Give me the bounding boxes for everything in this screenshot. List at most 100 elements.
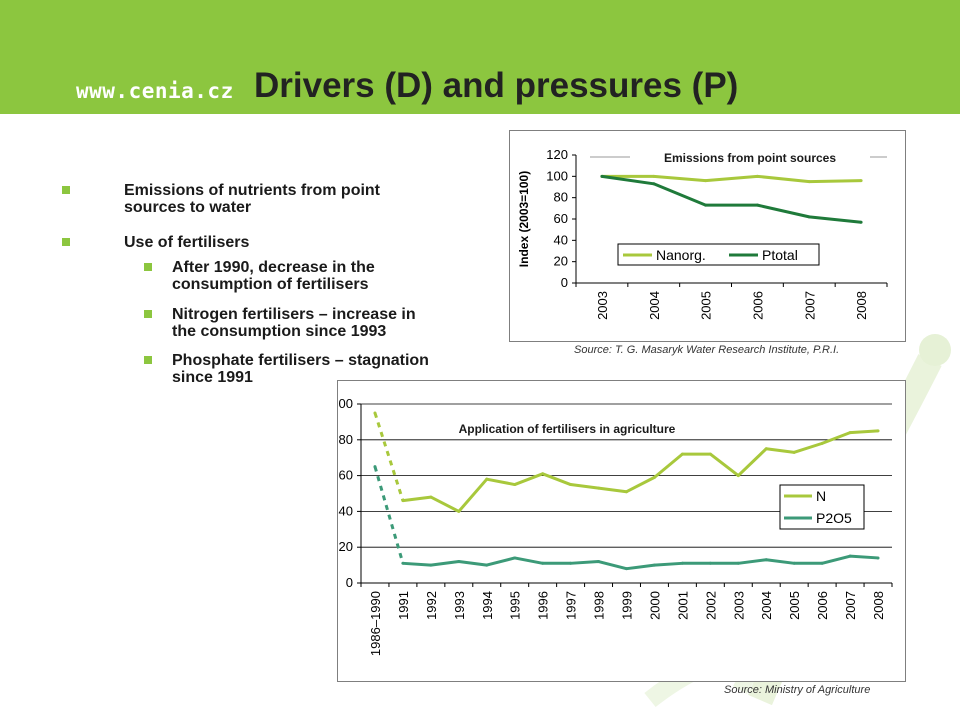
data-point	[764, 447, 768, 451]
x-tick-label: 1986–1990	[368, 591, 383, 656]
data-point	[625, 567, 628, 571]
x-tick-label: 1994	[480, 591, 495, 620]
x-tick-label: 1997	[564, 591, 579, 620]
x-tick-label: 2000	[647, 591, 662, 620]
y-axis-label: Index (2003=100)	[517, 171, 531, 267]
x-tick-label: 2007	[802, 291, 817, 320]
data-point	[708, 561, 712, 565]
sub-bullet-text: since 1991	[172, 369, 253, 386]
y-tick-label: 60	[554, 211, 568, 226]
data-point	[429, 495, 433, 499]
data-point	[541, 561, 545, 565]
series-line-n	[402, 429, 879, 513]
data-point	[429, 563, 433, 567]
x-tick-label: 1993	[452, 591, 467, 620]
x-tick-label: 2007	[843, 591, 858, 620]
bullet-text: sources to water	[124, 199, 252, 216]
data-point	[876, 429, 880, 433]
data-point	[792, 561, 796, 565]
data-point	[820, 561, 824, 565]
bullet-square-icon	[62, 186, 70, 194]
data-point	[401, 499, 405, 503]
y-tick-label: 0	[346, 575, 353, 590]
data-point	[652, 174, 656, 178]
data-point	[485, 477, 489, 481]
chart-title: Application of fertilisers in agricultur…	[459, 422, 676, 436]
x-tick-label: 2003	[595, 291, 610, 320]
legend-label: Ptotal	[762, 247, 798, 263]
data-point	[820, 441, 824, 445]
data-point	[373, 411, 377, 415]
chart-fertilisers-source: Source: Ministry of Agriculture	[724, 684, 871, 696]
bullet-square-icon	[144, 310, 152, 318]
y-tick-label: 20	[554, 254, 568, 269]
x-tick-label: 2003	[731, 591, 746, 620]
x-tick-label: 2008	[871, 591, 886, 620]
x-tick-label: 2005	[699, 291, 714, 320]
data-point	[513, 483, 517, 487]
x-tick-label: 1991	[396, 591, 411, 620]
data-point	[848, 554, 852, 558]
data-point	[704, 203, 708, 207]
sub-bullet-text: Phosphate fertilisers – stagnation	[172, 352, 429, 369]
x-tick-label: 2004	[647, 291, 662, 320]
data-point	[680, 452, 684, 456]
sub-bullet-text: After 1990, decrease in the	[172, 259, 375, 276]
data-point	[541, 472, 545, 476]
data-point	[755, 174, 759, 178]
data-point	[625, 490, 628, 494]
chart-fertilisers: Application of fertilisers in agricultur…	[303, 380, 906, 682]
x-tick-label: 2002	[703, 591, 718, 620]
sub-bullet-text: Nitrogen fertilisers – increase in	[172, 306, 416, 323]
y-tick-label: 60	[339, 468, 353, 483]
bullet-square-icon	[62, 238, 70, 246]
data-point	[485, 563, 489, 567]
series-dashed-segment-n	[373, 412, 405, 502]
data-point	[569, 561, 573, 565]
x-tick-label: 2006	[750, 291, 765, 320]
sub-bullet-text: the consumption since 1993	[172, 323, 387, 340]
data-point	[652, 563, 656, 567]
x-tick-label: 1999	[620, 591, 635, 620]
data-point	[792, 450, 796, 454]
data-point	[652, 475, 656, 479]
data-point	[569, 483, 573, 487]
x-tick-label: 1995	[508, 591, 523, 620]
chart-emissions: Emissions from point sources 0 20 40 60 80 100…	[509, 130, 906, 342]
data-point	[597, 486, 601, 490]
x-tick-label: 2006	[815, 591, 830, 620]
y-tick-label: 100	[546, 168, 568, 183]
data-point	[764, 558, 768, 562]
chart-title: Emissions from point sources	[664, 151, 836, 165]
sub-bullet-text: consumption of fertilisers	[172, 276, 369, 293]
legend-label: Nanorg.	[656, 247, 706, 263]
x-tick-label: 2005	[787, 591, 802, 620]
series-line-ptotal	[601, 174, 862, 224]
cenia-logo: www.cenia.cz	[76, 79, 234, 103]
data-point	[652, 182, 656, 186]
y-tick-label: 80	[554, 190, 568, 205]
bullet-square-icon	[144, 263, 152, 271]
chart-emissions-svg: Emissions from point sources 0 20 40 60 80 100…	[517, 147, 888, 320]
data-point	[704, 179, 708, 183]
title-background	[630, 148, 870, 166]
data-point	[708, 452, 712, 456]
page-title: Drivers (D) and pressures (P)	[254, 66, 739, 105]
header-bar	[0, 0, 960, 114]
data-point	[600, 174, 604, 178]
title-background	[413, 417, 721, 439]
x-tick-label: 1996	[536, 591, 551, 620]
data-point	[859, 179, 863, 183]
data-point	[848, 431, 852, 435]
data-point	[736, 474, 740, 478]
y-tick-label: 20	[339, 539, 353, 554]
data-point	[736, 561, 740, 565]
x-tick-label: 1992	[424, 591, 439, 620]
x-tick-label: 2004	[759, 591, 774, 620]
bullet-text: Use of fertilisers	[124, 234, 250, 251]
data-point	[859, 220, 863, 224]
legend-label: P2O5	[816, 510, 852, 526]
bullet-text: Emissions of nutrients from point	[124, 182, 381, 199]
y-tick-label: 40	[554, 232, 568, 247]
data-point	[373, 465, 377, 469]
